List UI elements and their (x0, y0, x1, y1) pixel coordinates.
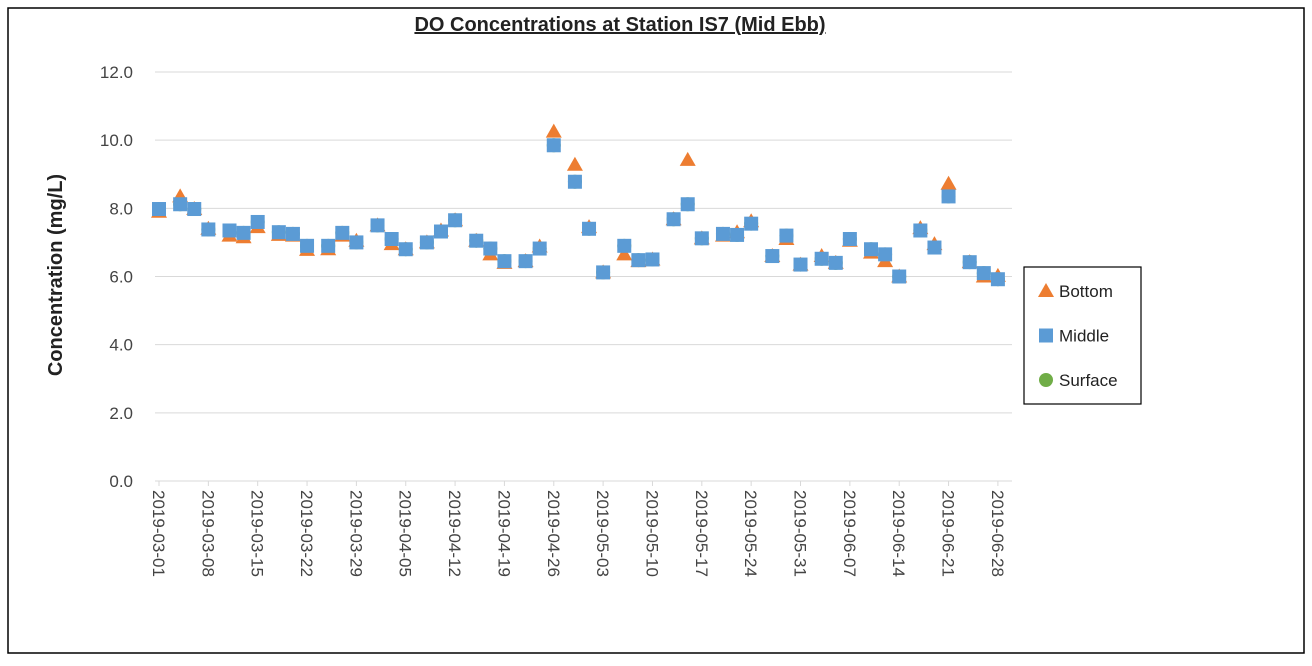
marker-square (518, 254, 533, 269)
marker-square (370, 218, 385, 233)
marker-square (941, 189, 956, 204)
marker-square (271, 225, 286, 240)
marker-square (483, 241, 498, 256)
marker-square (201, 222, 216, 237)
marker-triangle (679, 151, 696, 166)
legend-label: Middle (1059, 327, 1109, 346)
marker-square (236, 225, 251, 240)
legend-label: Bottom (1059, 282, 1113, 301)
marker-square (617, 238, 632, 253)
x-tick-label: 2019-06-07 (840, 490, 859, 577)
marker-square (666, 212, 681, 227)
marker-square (744, 216, 759, 231)
y-tick-label: 12.0 (100, 63, 133, 82)
marker-square (892, 269, 907, 284)
x-tick-label: 2019-04-05 (396, 490, 415, 577)
marker-square (546, 138, 561, 153)
marker-square (173, 197, 188, 212)
x-tick-label: 2019-03-08 (198, 490, 217, 577)
marker-square (842, 232, 857, 247)
x-tick-label: 2019-05-03 (593, 490, 612, 577)
marker-square (793, 257, 808, 272)
x-tick-label: 2019-05-31 (791, 490, 810, 577)
marker-triangle (566, 156, 583, 171)
x-tick-label: 2019-04-26 (544, 490, 563, 577)
marker-square (567, 174, 582, 189)
marker-square (321, 238, 336, 253)
x-tick-label: 2019-06-28 (988, 490, 1007, 577)
marker-square (976, 266, 991, 281)
marker-square (384, 232, 399, 247)
marker-square (398, 242, 413, 257)
marker-square (765, 249, 780, 264)
marker-square (913, 223, 928, 238)
marker-triangle (616, 246, 633, 261)
x-tick-label: 2019-04-19 (494, 490, 513, 577)
marker-square (300, 238, 315, 253)
marker-square (990, 272, 1005, 287)
x-tick-label: 2019-03-15 (248, 490, 267, 577)
marker-square (631, 253, 646, 268)
y-tick-label: 2.0 (109, 404, 133, 423)
legend-label: Surface (1059, 371, 1118, 390)
marker-square (715, 226, 730, 241)
y-tick-label: 8.0 (109, 199, 133, 218)
x-tick-label: 2019-03-01 (149, 490, 168, 577)
x-tick-label: 2019-06-21 (939, 490, 958, 577)
marker-triangle (545, 123, 562, 138)
x-tick-label: 2019-05-24 (741, 490, 760, 577)
marker-square (927, 240, 942, 255)
x-tick-label: 2019-04-12 (445, 490, 464, 577)
marker-square (1039, 328, 1053, 343)
marker-square (152, 202, 166, 217)
marker-square (779, 228, 794, 243)
y-tick-label: 4.0 (109, 336, 133, 355)
marker-triangle (1038, 283, 1054, 297)
marker-square (645, 252, 660, 267)
marker-square (730, 227, 745, 242)
marker-square (433, 224, 448, 239)
marker-square (962, 255, 977, 270)
marker-square (187, 202, 202, 217)
y-axis-label: Concentration (mg/L) (45, 174, 67, 376)
marker-square (680, 197, 695, 212)
y-tick-label: 6.0 (109, 268, 133, 287)
chart-title: DO Concentrations at Station IS7 (Mid Eb… (414, 14, 825, 36)
marker-square (349, 235, 364, 250)
marker-square (596, 265, 611, 280)
y-tick-label: 0.0 (109, 472, 133, 491)
marker-square (469, 233, 484, 248)
x-tick-label: 2019-05-17 (692, 490, 711, 577)
x-tick-label: 2019-03-22 (297, 490, 316, 577)
marker-square (335, 225, 350, 240)
marker-square (285, 226, 300, 241)
x-tick-label: 2019-03-29 (346, 490, 365, 577)
y-tick-label: 10.0 (100, 131, 133, 150)
x-tick-label: 2019-06-14 (889, 490, 908, 577)
marker-square (694, 231, 709, 246)
marker-circle (1039, 373, 1053, 387)
marker-square (497, 254, 512, 269)
marker-square (864, 242, 879, 257)
marker-square (878, 247, 893, 262)
marker-square (448, 213, 463, 228)
marker-square (582, 221, 597, 236)
marker-square (222, 223, 237, 238)
x-tick-label: 2019-05-10 (642, 490, 661, 577)
marker-square (828, 255, 843, 270)
marker-square (532, 241, 547, 256)
marker-square (250, 214, 265, 229)
marker-square (419, 235, 434, 250)
marker-square (814, 251, 829, 266)
marker-triangle (940, 175, 957, 190)
